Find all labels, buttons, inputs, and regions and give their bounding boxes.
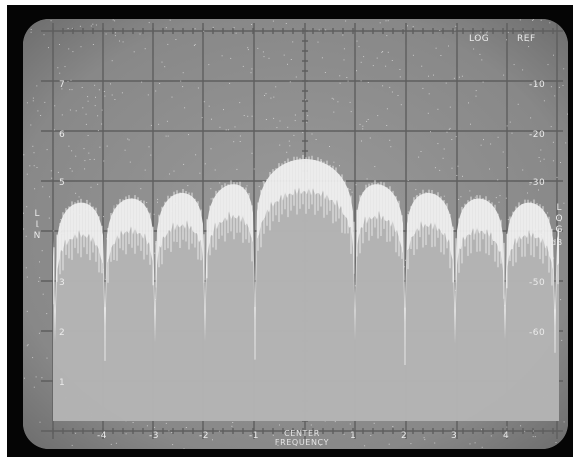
- lin-tick-3: 3: [59, 278, 66, 288]
- freq-tick-4: 4: [503, 431, 510, 441]
- log-tick-minus20: -20: [529, 130, 546, 140]
- lin-tick-2: 2: [59, 328, 66, 338]
- scope-bezel: LOG REF 7 6 5 4 3 2 1 -10 -20 -30 -40 -5…: [7, 5, 573, 457]
- log-tick-minus30: -30: [529, 178, 546, 188]
- log-axis-letters: L O G: [555, 203, 563, 235]
- freq-tick-2: 2: [401, 431, 408, 441]
- freq-tick-minus1: -1: [249, 431, 259, 441]
- log-tick-minus10: -10: [529, 80, 546, 90]
- spectrum-trace-grass: [53, 155, 559, 365]
- crt-screen: LOG REF 7 6 5 4 3 2 1 -10 -20 -30 -40 -5…: [23, 19, 568, 449]
- ref-label: REF: [517, 34, 536, 44]
- freq-tick-minus2: -2: [199, 431, 209, 441]
- lin-tick-7: 7: [59, 80, 66, 90]
- log-label: LOG: [469, 34, 490, 44]
- log-tick-minus50: -50: [529, 278, 546, 288]
- log-tick-minus60: -60: [529, 328, 546, 338]
- lin-tick-1: 1: [59, 378, 66, 388]
- center-frequency-label: CENTER FREQUENCY: [274, 429, 330, 447]
- lin-tick-5: 5: [59, 178, 66, 188]
- lin-tick-6: 6: [59, 130, 66, 140]
- freq-tick-1: 1: [350, 431, 357, 441]
- freq-tick-minus4: -4: [97, 431, 107, 441]
- spectrum-display: [23, 19, 568, 449]
- lin-axis-letters: L I N: [33, 209, 41, 241]
- freq-tick-minus3: -3: [149, 431, 159, 441]
- log-tick-minus40: -40: [529, 228, 546, 238]
- freq-tick-3: 3: [451, 431, 458, 441]
- log-axis-unit: dB: [551, 238, 563, 247]
- lin-tick-4: 4: [59, 228, 66, 238]
